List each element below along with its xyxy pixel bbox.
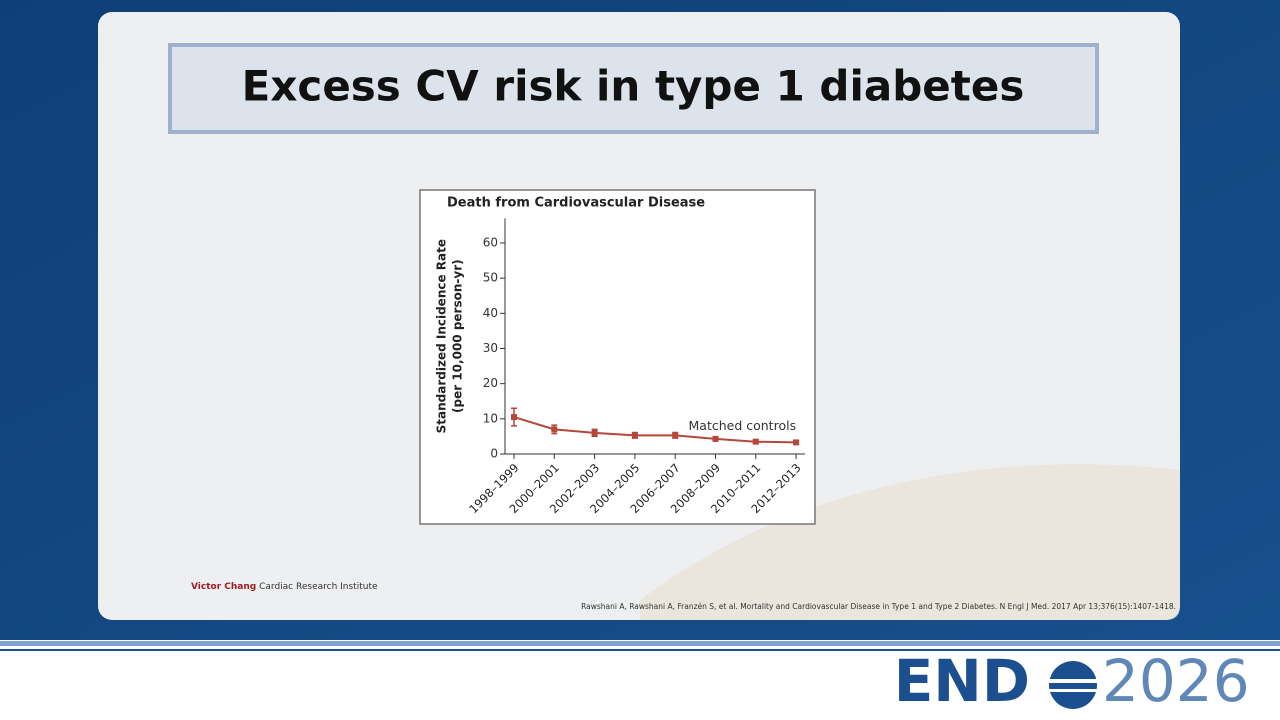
logo-globe <box>1049 661 1097 709</box>
marker <box>631 432 638 439</box>
marker <box>511 414 517 421</box>
y-tick-label: 50 <box>483 271 498 285</box>
y-axis-label: (per 10,000 person-yr) <box>451 259 465 413</box>
chart-frame <box>419 189 816 525</box>
marker <box>591 429 598 436</box>
marker <box>551 426 558 433</box>
reference: Rawshani A, Rawshani A, Franzén S, et al… <box>581 602 1176 611</box>
y-axis-label: Standardized Incidence Rate <box>435 239 449 433</box>
marker <box>712 435 719 442</box>
footer-rule <box>0 641 1280 646</box>
y-tick-label: 40 <box>483 306 498 320</box>
logo-right: 2026 <box>1102 647 1250 715</box>
decor <box>640 464 1180 620</box>
institute-bold: Victor Chang <box>191 582 256 592</box>
marker <box>752 438 759 445</box>
y-tick-label: 10 <box>483 411 498 425</box>
marker <box>793 439 800 446</box>
y-tick-label: 20 <box>483 376 498 390</box>
y-tick-label: 30 <box>483 341 498 355</box>
logo-left: END <box>894 647 1030 715</box>
y-tick-label: 60 <box>483 235 498 249</box>
slide-title: Excess CV risk in type 1 diabetes <box>242 62 1025 111</box>
institute: Victor Chang Cardiac Research Institute <box>191 582 378 592</box>
institute-rest: Cardiac Research Institute <box>259 582 378 592</box>
line <box>513 416 797 444</box>
y-tick-label: 0 <box>490 447 498 461</box>
chart-title: Death from Cardiovascular Disease <box>447 196 705 211</box>
series-label: Matched controls <box>689 418 797 433</box>
footer-rule <box>0 649 1280 651</box>
marker <box>672 432 679 439</box>
title-box <box>168 43 1099 134</box>
